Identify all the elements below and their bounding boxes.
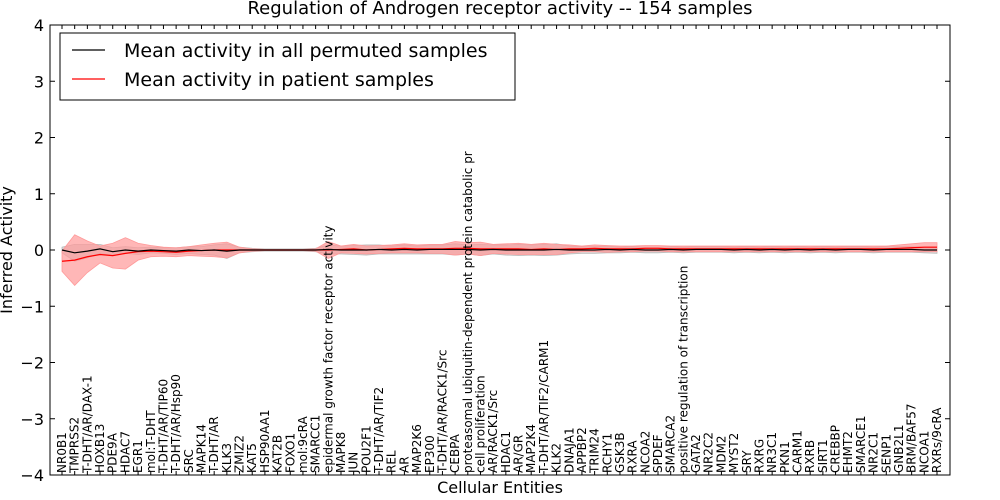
x-tick-label: MYST2: [727, 433, 741, 473]
x-tick-label: T-DHT/AR/DAX-1: [80, 375, 94, 474]
x-tick-label: MAP2K6: [410, 424, 424, 473]
x-tick-label: EHMT2: [841, 431, 855, 473]
x-tick-label: MAPK8: [334, 432, 348, 473]
x-tick-label: GNB2L1: [892, 425, 906, 473]
series-lines: [61, 246, 937, 262]
x-tick-label: NCOA2: [638, 431, 652, 473]
y-tick-label: −2: [20, 354, 44, 373]
x-tick-label: TMPRSS2: [68, 417, 82, 474]
y-ticks: −4 −3 −2 −1 0 1 2 3 4: [20, 16, 950, 485]
x-tick-label: SRY: [740, 450, 754, 473]
y-tick-label: −1: [20, 297, 44, 316]
x-tick-label: T-DHT/AR/TIF2: [372, 387, 386, 474]
x-tick-label: GATA2: [689, 434, 703, 473]
x-tick-label: T-DHT/AR/RACK1/Src: [435, 350, 449, 474]
x-tick-label: CARM1: [791, 430, 805, 473]
x-tick-label: SPDEF: [651, 434, 665, 473]
x-tick-label: HOXB13: [93, 424, 107, 473]
band-patient: [61, 234, 938, 287]
x-tick-label: T-DHT/AR: [207, 416, 221, 474]
x-tick-label: BRM/BAF57: [905, 403, 919, 473]
x-tick-label: APPBP2: [575, 427, 589, 473]
series-line-permuted: [61, 248, 937, 254]
x-tick-label: AR/GR: [512, 435, 526, 473]
x-tick-label: positive regulation of transcription: [676, 266, 690, 473]
x-tick-label: HDAC7: [118, 431, 132, 473]
x-tick-label: REL: [385, 450, 399, 473]
x-tick-label: FOXO1: [283, 433, 297, 473]
x-tick-label: SMARCE1: [854, 415, 868, 473]
x-tick-label: POU2F1: [359, 425, 373, 473]
x-tick-label: TRIM24: [588, 428, 602, 474]
x-tick-label: MAPK14: [194, 424, 208, 473]
x-tick-label: HSP90AA1: [258, 409, 272, 473]
x-tick-label: MDM2: [714, 435, 728, 473]
x-tick-label: NR2C2: [702, 432, 716, 473]
x-tick-label: DNAJA1: [562, 427, 576, 473]
x-tick-label: AR: [397, 456, 411, 473]
x-tick-label: KLK2: [550, 443, 564, 473]
legend-label-patient: Mean activity in patient samples: [124, 69, 434, 91]
x-axis-label: Cellular Entities: [437, 478, 563, 497]
x-tick-label: EGR1: [131, 440, 145, 473]
x-tick-label: GSK3B: [613, 432, 627, 473]
y-tick-label: −4: [20, 466, 44, 485]
x-tick-label: SRC: [182, 449, 196, 473]
x-tick-label: JUN: [347, 452, 361, 474]
y-tick-label: 0: [34, 241, 44, 260]
y-tick-label: 4: [34, 16, 44, 35]
y-tick-label: 3: [34, 72, 44, 91]
chart-title: Regulation of Androgen receptor activity…: [247, 0, 752, 19]
x-tick-label: NR0B1: [55, 432, 69, 473]
plot-frame: [49, 24, 951, 476]
x-tick-label: NR2C1: [867, 432, 881, 473]
x-tick-label: RXRs/9cRA: [930, 407, 944, 473]
x-tick-label: AR/RACK1/Src: [486, 390, 500, 473]
x-tick-label: SMARCC1: [309, 415, 323, 473]
x-tick-label: KAT5: [245, 443, 259, 473]
x-tick-label: NCOA1: [917, 431, 931, 473]
legend: Mean activity in all permuted samples Me…: [59, 32, 516, 101]
x-tick-label: CREBBP: [829, 425, 843, 473]
y-axis-label: Inferred Activity: [0, 186, 16, 314]
x-tick-label: PDE9A: [106, 432, 120, 473]
y-tick-label: 1: [34, 185, 44, 204]
x-tick-label: T-DHT/AR/Hsp90: [169, 374, 183, 474]
x-tick-label: SMARCA2: [664, 415, 678, 473]
x-tick-label: EP300: [423, 435, 437, 473]
x-tick-label: T-DHT/AR/TIP60: [156, 379, 170, 474]
x-tick-label: NR3C1: [765, 432, 779, 473]
x-tick-label: SIRT1: [816, 439, 830, 473]
confidence-bands: [61, 234, 938, 287]
x-tick-label: mol:9cRA: [296, 416, 310, 473]
x-tick-label: mol:T-DHT: [144, 410, 158, 473]
x-tick-label: HDAC1: [499, 431, 513, 473]
x-tick-label: SENP1: [879, 434, 893, 473]
y-tick-label: −3: [20, 410, 44, 429]
x-tick-label: KAT2B: [271, 435, 285, 473]
x-tick-label: T-DHT/AR/TIF2/CARM1: [537, 340, 551, 474]
x-tick-label: RXRB: [803, 440, 817, 473]
x-tick-label: ZMIZ2: [233, 435, 247, 473]
x-tick-label: RXRA: [626, 440, 640, 473]
legend-label-permuted: Mean activity in all permuted samples: [124, 40, 487, 62]
x-tick-label: epidermal growth factor receptor activit…: [321, 226, 335, 473]
x-tick-label: RCHY1: [600, 433, 614, 473]
legend-box: [59, 32, 516, 101]
x-tick-label: proteasomal ubiquitin-dependent protein …: [461, 151, 475, 473]
x-tick-label: cell proliferation: [473, 375, 487, 473]
x-tick-label: PKN1: [778, 441, 792, 473]
x-tick-label: CEBPA: [448, 433, 462, 473]
y-tick-label: 2: [34, 129, 44, 148]
x-ticks: NR0B1TMPRSS2T-DHT/AR/DAX-1HOXB13PDE9AHDA…: [55, 25, 944, 475]
x-tick-label: RXRG: [752, 439, 766, 473]
x-tick-label: MAP2K4: [524, 424, 538, 473]
x-tick-label: KLK3: [220, 443, 234, 473]
